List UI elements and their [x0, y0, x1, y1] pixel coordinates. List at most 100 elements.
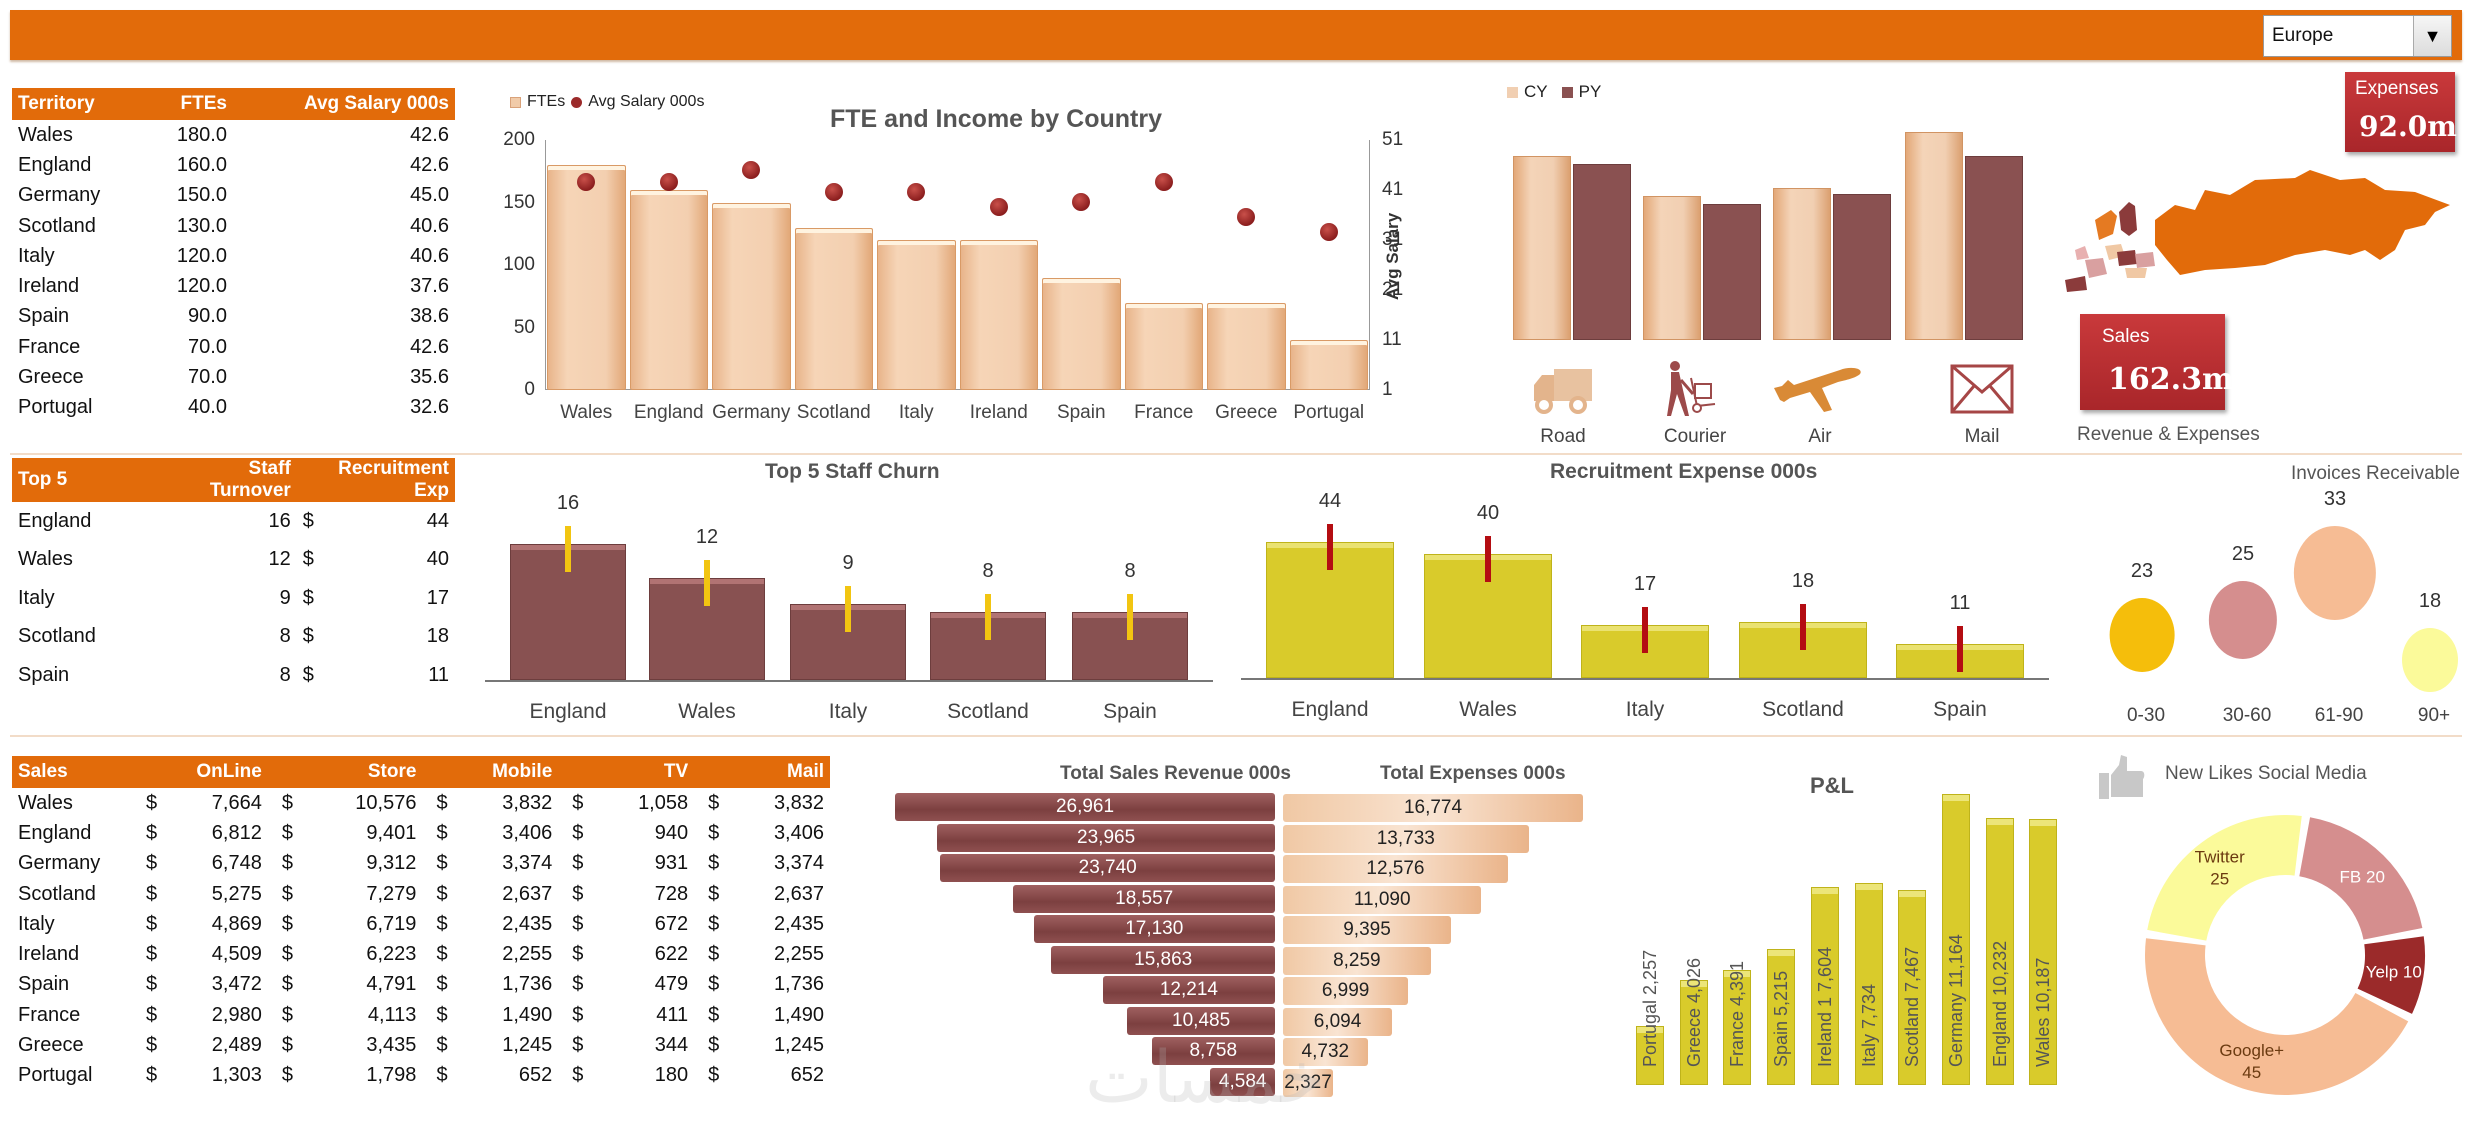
data-label: 16 — [556, 492, 580, 514]
data-label: 17 — [1633, 573, 1657, 596]
currency-cell: $ — [146, 943, 158, 966]
x-axis-line — [485, 680, 1213, 682]
fte-cell: 40.0 — [188, 396, 227, 419]
currency-cell: $ — [572, 852, 584, 875]
territory-cell: Germany — [18, 184, 101, 207]
sales-value-cell: 3,406 — [502, 821, 553, 844]
currency-cell: $ — [572, 912, 584, 935]
salary-dot — [1319, 223, 1338, 241]
x-tick-label: Wales — [678, 700, 736, 723]
currency-cell: $ — [436, 1064, 448, 1087]
currency-cell: $ — [436, 1003, 448, 1026]
turnover-cell: 12 — [268, 548, 291, 571]
expenses-kpi-value: 92.0m — [2359, 110, 2457, 143]
currency-cell: $ — [302, 663, 314, 686]
invoices-chart-title: Invoices Receivable — [2291, 463, 2460, 484]
table-row: Portugal $1,303 $1,798 $652 $180 $652 — [12, 1061, 830, 1091]
py-bar — [1573, 163, 1631, 340]
envelope-icon — [1950, 364, 2014, 414]
pnl-bar — [1854, 883, 1883, 1085]
territory-cell: Greece — [18, 366, 84, 389]
sales-value-cell: 180 — [654, 1064, 689, 1087]
thumbs-up-icon — [2099, 755, 2145, 799]
country-cell: Greece — [18, 1034, 84, 1057]
sales-value-cell: 2,255 — [502, 943, 553, 966]
fte-cell: 150.0 — [176, 184, 227, 207]
pnl-bar — [1941, 793, 1970, 1085]
column-header: Mail — [694, 756, 830, 788]
currency-cell: $ — [436, 852, 448, 875]
data-label: 33 — [2323, 488, 2347, 510]
recruitment-cell: 44 — [426, 509, 449, 532]
legend-label-cy: CY — [1524, 82, 1548, 101]
data-label: 25 — [2231, 543, 2255, 565]
currency-cell: $ — [572, 1003, 584, 1026]
x-tick-label: Spain — [1056, 402, 1106, 423]
data-label: 11 — [1949, 592, 1971, 614]
social-likes-chart: New Likes Social Media FB 20 Yelp 10 Googl… — [2085, 745, 2470, 1105]
table-row: England 160.0 42.6 — [12, 150, 455, 180]
country-cell: Italy — [18, 586, 55, 609]
pnl-data-label: Germany 11,164 — [1945, 934, 1966, 1067]
territory-cell: Scotland — [18, 214, 96, 237]
territory-table: Territory FTEs Avg Salary 000s Wales 180.0 4… — [12, 88, 455, 423]
sales-value-cell: 4,791 — [366, 973, 417, 996]
y-tick-label: 200 — [503, 129, 535, 150]
data-label: 8 — [982, 560, 994, 582]
table-row: Scotland 8 $18 — [12, 618, 455, 657]
transport-label-mail: Mail — [1964, 426, 2000, 447]
territory-cell: Portugal — [18, 396, 93, 419]
salary-cell: 40.6 — [410, 244, 449, 267]
donut-slice-label: Twitter 25 — [2195, 847, 2245, 888]
x-tick-label: Wales — [1459, 698, 1517, 721]
x-tick-label: Greece — [1215, 402, 1278, 423]
pnl-bar — [1636, 1026, 1664, 1085]
fte-cell: 90.0 — [188, 305, 227, 328]
column-header: Recruitment Exp — [296, 458, 455, 502]
currency-cell: $ — [146, 1034, 158, 1057]
table-row: Ireland 120.0 37.6 — [12, 271, 455, 301]
revenue-bar: 12,214 — [1102, 976, 1275, 1004]
expense-bar: 12,576 — [1283, 855, 1508, 883]
region-dropdown[interactable]: Europe ▼ — [2263, 15, 2452, 57]
currency-cell: $ — [146, 1064, 158, 1087]
table-row: Spain $3,472 $4,791 $1,736 $479 $1,736 — [12, 970, 830, 1000]
sales-value-cell: 652 — [790, 1064, 824, 1087]
expense-bar: 9,395 — [1283, 916, 1452, 944]
sales-value-cell: 10,576 — [355, 791, 417, 814]
watermark: خمسات — [1085, 1035, 1326, 1119]
turnover-cell: 16 — [268, 509, 291, 532]
pnl-data-label: Greece 4,026 — [1683, 957, 1704, 1067]
pnl-bar — [1985, 818, 2014, 1085]
fte-cell: 70.0 — [188, 366, 227, 389]
churn-chart-title: Top 5 Staff Churn — [765, 460, 940, 483]
fte-bar — [1042, 277, 1121, 390]
sales-value-cell: 1,798 — [366, 1064, 417, 1087]
currency-cell: $ — [436, 882, 448, 905]
sales-value-cell: 9,312 — [366, 852, 417, 875]
currency-cell: $ — [281, 852, 293, 875]
revenue-bar: 10,485 — [1127, 1006, 1275, 1035]
fte-bar — [1124, 302, 1203, 390]
currency-cell: $ — [146, 912, 158, 935]
sales-value-cell: 652 — [518, 1064, 553, 1087]
fte-bar — [794, 227, 873, 390]
data-label: 40 — [1476, 502, 1500, 525]
y2-tick-label: 21 — [1382, 279, 1404, 300]
salary-cell: 38.6 — [410, 305, 449, 328]
currency-cell: $ — [436, 1034, 448, 1057]
x-tick-label: 90+ — [2417, 705, 2451, 726]
currency-cell: $ — [708, 943, 720, 966]
table-row: France 70.0 42.6 — [12, 332, 455, 362]
sales-value-cell: 7,279 — [366, 882, 417, 905]
chevron-down-icon[interactable]: ▼ — [2413, 16, 2451, 56]
transport-icons: Road Courier Air Mail — [1500, 360, 2060, 455]
sales-value-cell: 1,490 — [773, 1003, 824, 1026]
fte-cell: 130.0 — [176, 214, 227, 237]
donut-slice-google — [2145, 938, 2409, 1095]
donut-slice-label: Yelp 10 — [2366, 962, 2422, 981]
country-cell: Portugal — [18, 1064, 93, 1087]
currency-cell: $ — [708, 882, 720, 905]
y2-tick-label: 11 — [1382, 329, 1402, 350]
column-header: Staff Turnover — [162, 458, 297, 502]
